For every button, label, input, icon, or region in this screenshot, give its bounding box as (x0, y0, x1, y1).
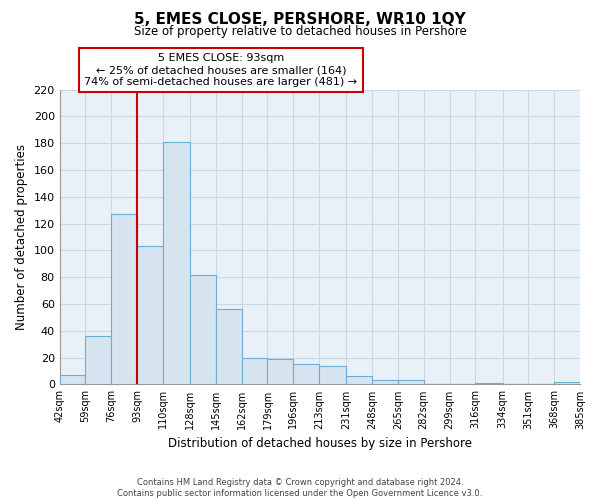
Bar (346, 376, 372, 384)
Bar (137, 246, 163, 384)
Bar (475, 383, 503, 384)
Text: Size of property relative to detached houses in Pershore: Size of property relative to detached ho… (134, 25, 466, 38)
Bar (111, 214, 137, 384)
X-axis label: Distribution of detached houses by size in Pershore: Distribution of detached houses by size … (168, 437, 472, 450)
Bar (554, 382, 580, 384)
Text: 5, EMES CLOSE, PERSHORE, WR10 1QY: 5, EMES CLOSE, PERSHORE, WR10 1QY (134, 12, 466, 28)
Text: 5 EMES CLOSE: 93sqm
← 25% of detached houses are smaller (164)
74% of semi-detac: 5 EMES CLOSE: 93sqm ← 25% of detached ho… (85, 54, 358, 86)
Bar (59, 375, 85, 384)
Y-axis label: Number of detached properties: Number of detached properties (15, 144, 28, 330)
Bar (372, 380, 398, 384)
Bar (216, 310, 242, 384)
Bar (242, 358, 268, 384)
Bar (85, 336, 111, 384)
Text: Contains HM Land Registry data © Crown copyright and database right 2024.
Contai: Contains HM Land Registry data © Crown c… (118, 478, 482, 498)
Bar (190, 274, 216, 384)
Bar (163, 142, 190, 384)
Bar (319, 366, 346, 384)
Bar (398, 380, 424, 384)
Bar (268, 359, 293, 384)
Bar (293, 364, 319, 384)
